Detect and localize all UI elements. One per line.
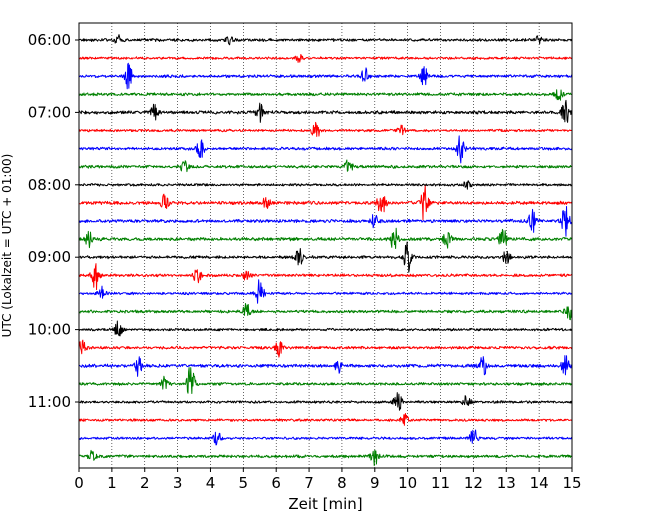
x-tick-label: 6 [271, 474, 281, 492]
trace-0800 [78, 180, 573, 190]
x-tick-label: 4 [206, 474, 216, 492]
x-tick-label: 12 [464, 474, 483, 492]
trace-0900 [78, 241, 573, 273]
x-tick-label: 13 [497, 474, 516, 492]
trace-0615 [78, 53, 573, 63]
y-tick-label: 11:00 [28, 393, 71, 411]
trace-0630 [78, 62, 573, 90]
x-axis-ticks: 0 1 2 3 4 5 6 7 8 9 10 11 12 13 14 15 [74, 468, 582, 492]
trace-0915 [78, 263, 573, 291]
y-tick-label: 06:00 [28, 31, 71, 49]
y-tick-label: 07:00 [28, 103, 71, 121]
y-tick-label: 10:00 [28, 321, 71, 339]
trace-0715 [78, 121, 573, 137]
x-tick-label: 7 [304, 474, 314, 492]
trace-0645 [78, 89, 573, 101]
trace-0930 [78, 279, 573, 304]
trace-0830 [78, 206, 573, 237]
x-tick-label: 15 [562, 474, 581, 492]
trace-1145 [78, 449, 573, 467]
plot-frame [78, 22, 573, 469]
x-tick-label: 2 [140, 474, 150, 492]
x-tick-label: 8 [337, 474, 347, 492]
trace-0730 [78, 135, 573, 164]
x-tick-label: 5 [239, 474, 249, 492]
trace-0745 [78, 159, 573, 173]
trace-1030 [78, 355, 573, 377]
x-tick-label: 14 [530, 474, 549, 492]
trace-1130 [78, 429, 573, 446]
x-tick-label: 1 [107, 474, 117, 492]
x-tick-label: 9 [370, 474, 380, 492]
trace-0700 [78, 99, 573, 123]
trace-0945 [78, 302, 573, 321]
y-tick-label: 08:00 [28, 176, 71, 194]
x-axis-label: Zeit [min] [288, 495, 362, 513]
trace-0600 [78, 34, 573, 46]
trace-1015 [78, 339, 573, 358]
trace-1100 [78, 392, 573, 411]
trace-1115 [78, 413, 573, 426]
x-tick-label: 10 [398, 474, 417, 492]
y-axis-ticks: 06:00 07:00 08:00 09:00 10:00 11:00 [28, 31, 79, 411]
x-tick-label: 11 [431, 474, 450, 492]
y-tick-label: 09:00 [28, 248, 71, 266]
x-tick-label: 3 [173, 474, 183, 492]
trace-1000 [78, 320, 573, 337]
y-axis-label: UTC (Lokalzeit = UTC + 01:00) [0, 154, 14, 338]
trace-1045 [78, 367, 573, 395]
trace-0845 [78, 227, 573, 250]
seismic-traces [78, 34, 573, 467]
x-tick-label: 0 [74, 474, 84, 492]
trace-0815 [78, 185, 573, 221]
